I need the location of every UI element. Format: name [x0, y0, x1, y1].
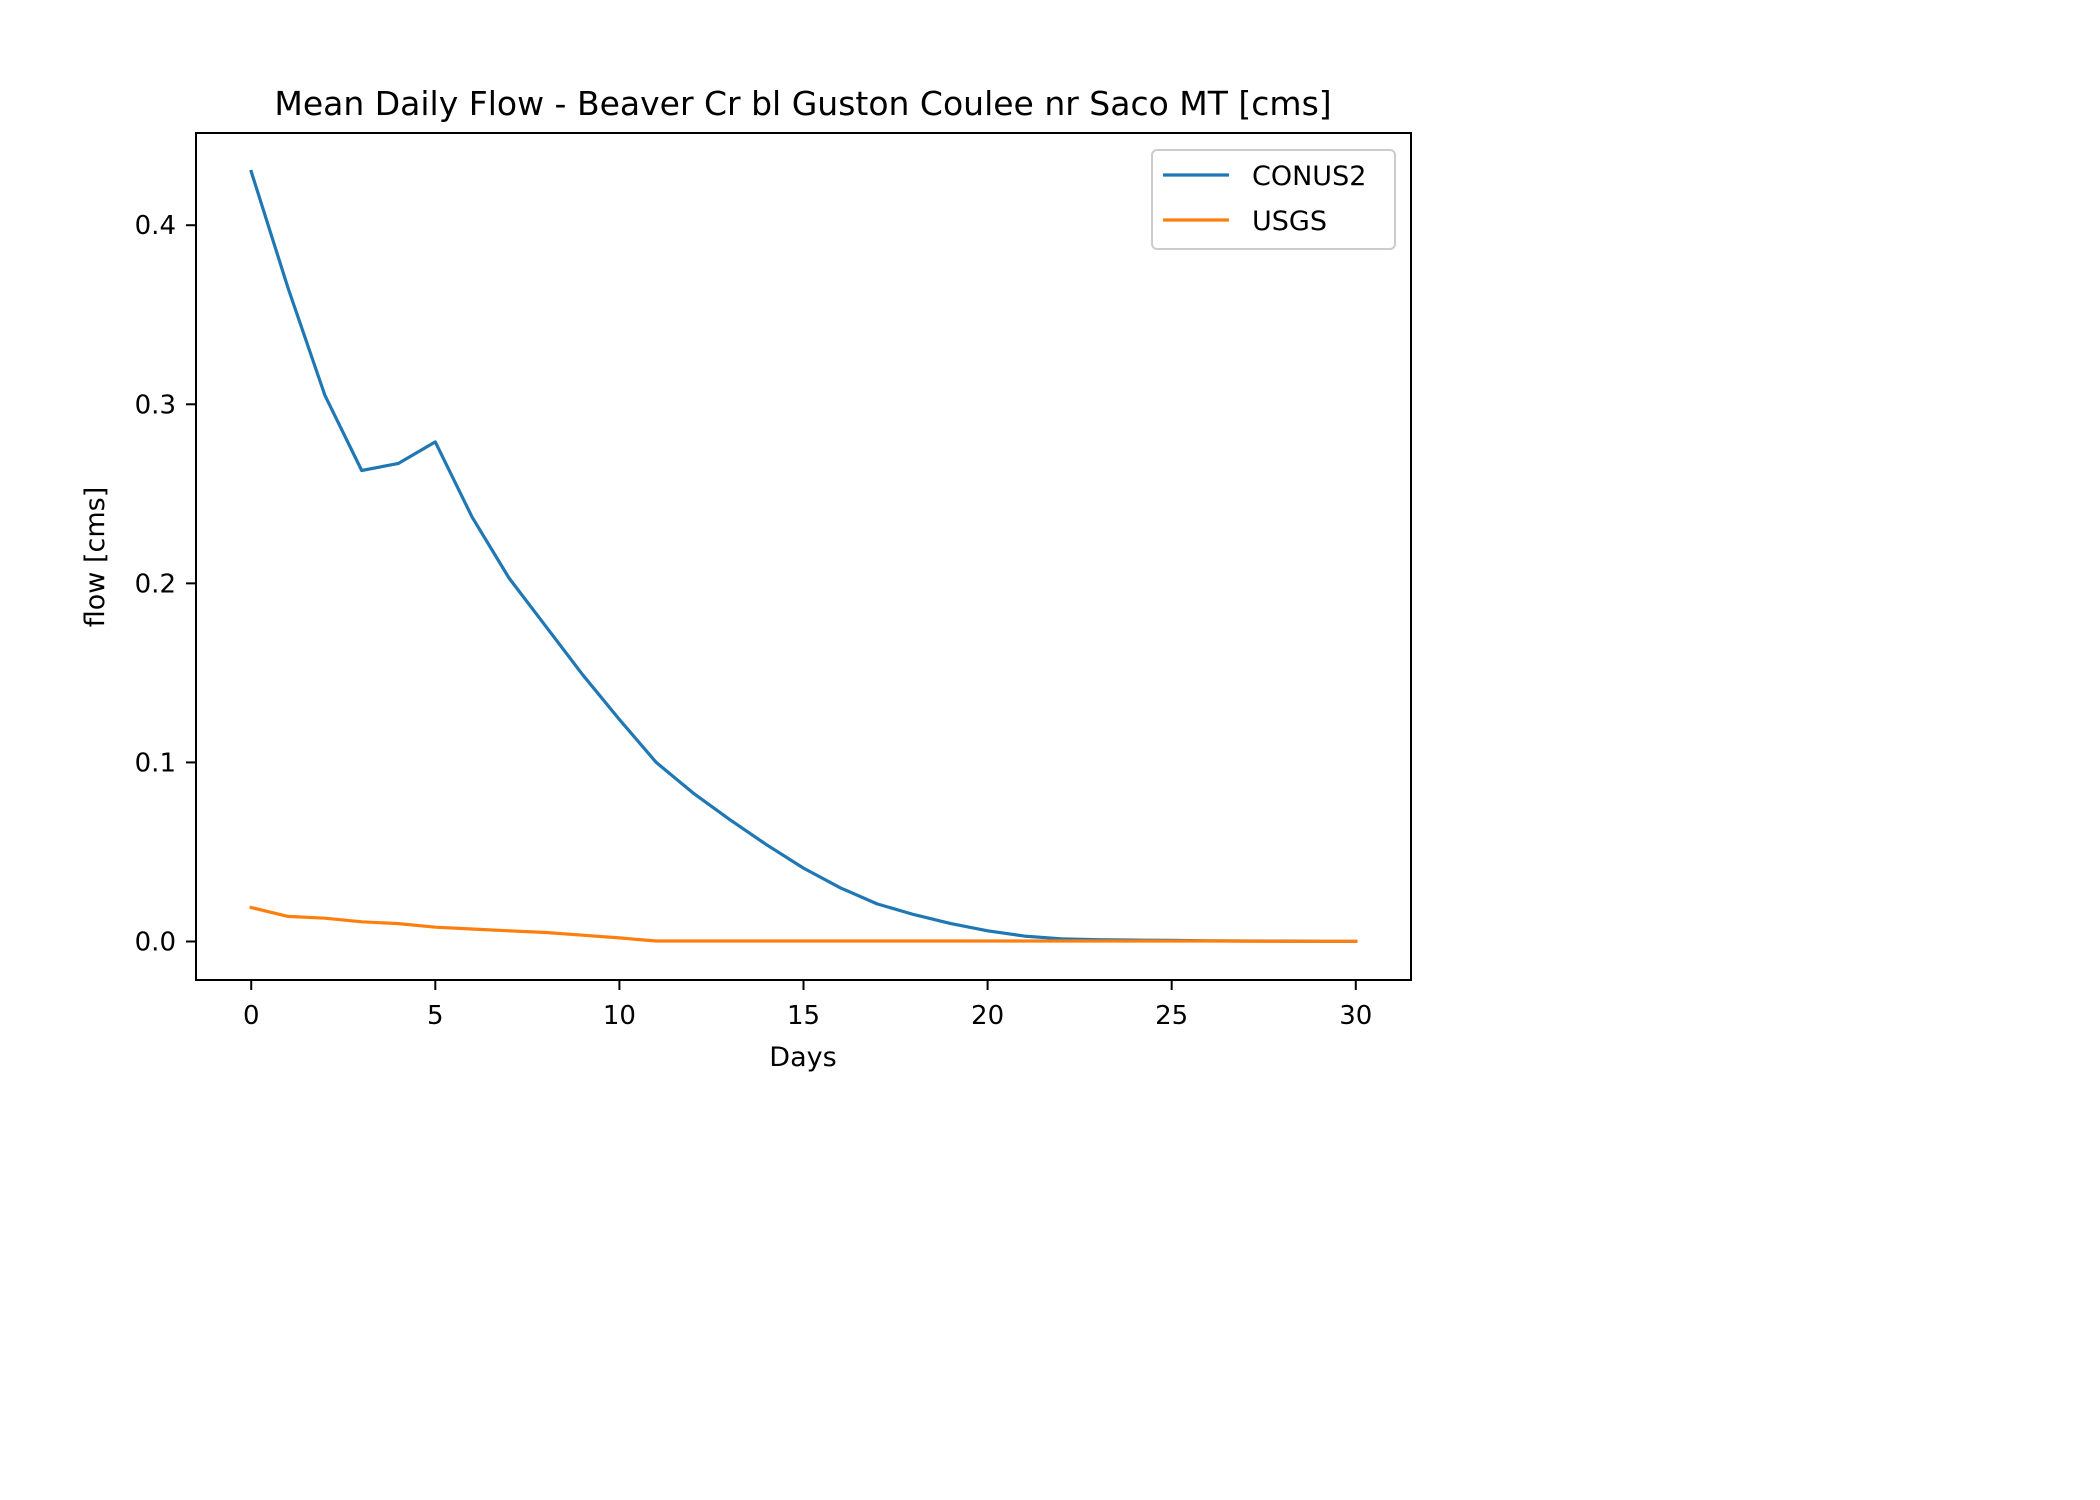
y-tick-label: 0.3: [135, 390, 176, 420]
y-tick-label: 0.0: [135, 928, 176, 958]
x-tick-label: 0: [243, 1001, 260, 1031]
x-tick-label: 30: [1339, 1001, 1372, 1031]
x-axis-label: Days: [769, 1042, 836, 1073]
x-tick-label: 20: [971, 1001, 1004, 1031]
plot-lines: [249, 169, 1358, 943]
y-tick-label: 0.4: [135, 211, 176, 241]
series-line-usgs: [249, 905, 1358, 943]
plot-frame: [195, 132, 1412, 981]
y-axis-ticks: 0.0 0.1 0.2 0.3 0.4: [135, 211, 196, 958]
y-axis-label: flow [cms]: [80, 487, 111, 627]
legend: CONUS2 USGS: [1151, 149, 1396, 250]
line-chart: Mean Daily Flow - Beaver Cr bl Guston Co…: [80, 84, 1412, 1073]
x-tick-label: 10: [603, 1001, 636, 1031]
x-tick-label: 25: [1155, 1001, 1188, 1031]
y-tick-label: 0.2: [135, 569, 176, 599]
x-tick-label: 15: [787, 1001, 820, 1031]
chart-title: Mean Daily Flow - Beaver Cr bl Guston Co…: [274, 84, 1331, 123]
legend-label-usgs: USGS: [1252, 206, 1327, 237]
series-line-conus2: [249, 169, 1358, 943]
x-tick-label: 5: [427, 1001, 444, 1031]
y-tick-label: 0.1: [135, 748, 176, 778]
legend-label-conus2: CONUS2: [1252, 161, 1366, 192]
x-axis-ticks: 0 5 10 15 20 25 30: [243, 980, 1372, 1031]
